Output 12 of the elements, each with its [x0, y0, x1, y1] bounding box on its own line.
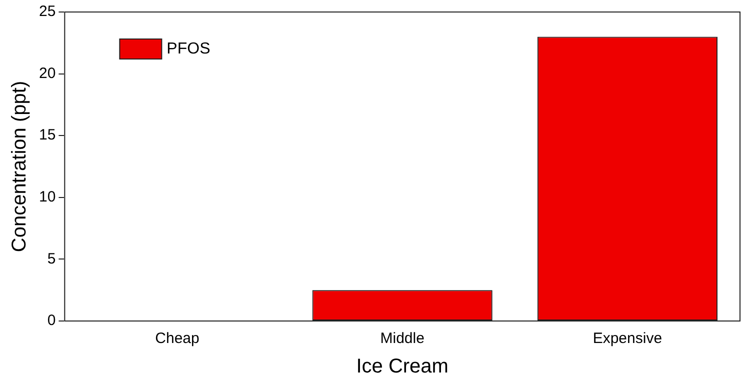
y-tick-label: 15 — [38, 126, 56, 144]
x-tick-label: Middle — [380, 330, 424, 348]
y-tick-label: 0 — [47, 312, 56, 330]
y-tick-label: 20 — [38, 64, 56, 82]
x-axis-title: Ice Cream — [356, 356, 448, 378]
y-axis-title: Concentration (ppt) — [8, 80, 31, 252]
legend-label: PFOS — [166, 40, 210, 58]
y-tick-label: 25 — [38, 3, 56, 20]
y-tick-label: 10 — [38, 188, 56, 206]
y-tick-label: 5 — [47, 250, 56, 268]
x-tick-label: Expensive — [592, 330, 662, 348]
x-tick-label: Cheap — [155, 330, 200, 348]
